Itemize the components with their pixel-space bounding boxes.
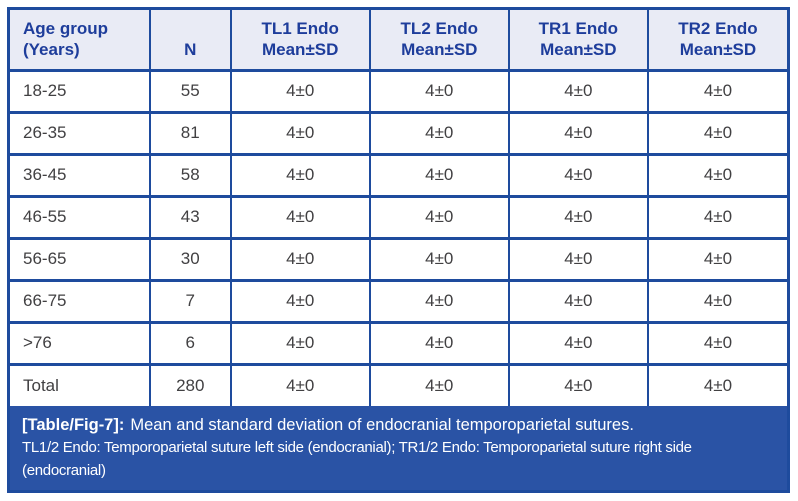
table-cell-tr1: 4±0 <box>507 68 649 114</box>
table-cell-tr1: 4±0 <box>507 194 649 240</box>
table-row-total: Total 280 4±0 4±0 4±0 4±0 <box>10 362 787 406</box>
header-line: TL2 Endo <box>400 19 478 39</box>
table-cell-tr2: 4±0 <box>646 68 787 114</box>
table-cell-tr2: 4±0 <box>646 362 787 406</box>
header-line: Age group <box>23 19 108 39</box>
table-cell-tl2: 4±0 <box>368 152 510 198</box>
column-header-tl2-endo: TL2 Endo Mean±SD <box>368 10 510 72</box>
table-row: 18-25 55 4±0 4±0 4±0 4±0 <box>10 68 787 114</box>
table-cell-tl1: 4±0 <box>229 236 371 282</box>
header-line: Mean±SD <box>261 40 339 60</box>
column-header-tr2-endo: TR2 Endo Mean±SD <box>646 10 787 72</box>
header-line: Mean±SD <box>540 40 617 60</box>
table-cell-tl2: 4±0 <box>368 362 510 406</box>
table-cell-n: 6 <box>148 320 232 366</box>
table-cell-tl1: 4±0 <box>229 194 371 240</box>
column-header-tl1-endo: TL1 Endo Mean±SD <box>229 10 371 72</box>
table-cell-tl2: 4±0 <box>368 110 510 156</box>
table-cell-tl1: 4±0 <box>229 362 371 406</box>
header-line: Mean±SD <box>401 40 478 60</box>
table-caption: [Table/Fig-7]: Mean and standard deviatio… <box>10 406 787 488</box>
table-cell-tr1: 4±0 <box>507 320 649 366</box>
caption-title: Mean and standard deviation of endocrani… <box>130 416 634 434</box>
table-cell-tl2: 4±0 <box>368 194 510 240</box>
table-row: 56-65 30 4±0 4±0 4±0 4±0 <box>10 236 787 282</box>
table-cell-tl1: 4±0 <box>229 152 371 198</box>
table-cell-tr2: 4±0 <box>646 110 787 156</box>
table-cell-n: 280 <box>148 362 232 406</box>
table-cell-tl2: 4±0 <box>368 278 510 324</box>
table-cell-age-group: 56-65 <box>10 236 151 282</box>
header-line: N <box>184 40 197 60</box>
table-cell-tr1: 4±0 <box>507 362 649 406</box>
table-cell-tl2: 4±0 <box>368 320 510 366</box>
table-cell-n: 81 <box>148 110 232 156</box>
table-cell-tl1: 4±0 <box>229 320 371 366</box>
table-cell-age-group: >76 <box>10 320 151 366</box>
table-cell-tr1: 4±0 <box>507 152 649 198</box>
table-cell-age-group: Total <box>10 362 151 406</box>
column-header-age-group: Age group (Years) <box>10 10 151 72</box>
header-line: (Years) <box>23 40 80 60</box>
table-row: 36-45 58 4±0 4±0 4±0 4±0 <box>10 152 787 198</box>
table-row: >76 6 4±0 4±0 4±0 4±0 <box>10 320 787 366</box>
header-line: TR2 Endo <box>678 19 758 39</box>
table-cell-tl1: 4±0 <box>229 68 371 114</box>
table-cell-age-group: 46-55 <box>10 194 151 240</box>
table-cell-tr1: 4±0 <box>507 110 649 156</box>
header-line: TL1 Endo <box>261 19 339 39</box>
table-cell-tl1: 4±0 <box>229 110 371 156</box>
table-cell-tl2: 4±0 <box>368 68 510 114</box>
table-row: 26-35 81 4±0 4±0 4±0 4±0 <box>10 110 787 156</box>
table-cell-age-group: 36-45 <box>10 152 151 198</box>
table-cell-tr2: 4±0 <box>646 152 787 198</box>
header-line <box>155 18 226 39</box>
header-line: Mean±SD <box>679 40 757 60</box>
table-row: 46-55 43 4±0 4±0 4±0 4±0 <box>10 194 787 240</box>
table-cell-n: 55 <box>148 68 232 114</box>
table-cell-tr2: 4±0 <box>646 236 787 282</box>
header-line: TR1 Endo <box>538 19 619 39</box>
table-cell-age-group: 26-35 <box>10 110 151 156</box>
table-cell-tr1: 4±0 <box>507 278 649 324</box>
table-cell-tl1: 4±0 <box>229 278 371 324</box>
column-header-tr1-endo: TR1 Endo Mean±SD <box>507 10 649 72</box>
table-cell-n: 7 <box>148 278 232 324</box>
table-cell-age-group: 66-75 <box>10 278 151 324</box>
caption-label: [Table/Fig-7]: <box>22 416 125 434</box>
table-row: 66-75 7 4±0 4±0 4±0 4±0 <box>10 278 787 324</box>
table-cell-n: 30 <box>148 236 232 282</box>
table-cell-n: 58 <box>148 152 232 198</box>
caption-title-line: [Table/Fig-7]: Mean and standard deviatio… <box>22 413 775 437</box>
table-cell-tl2: 4±0 <box>368 236 510 282</box>
column-header-n: N <box>148 10 232 72</box>
table-cell-tr2: 4±0 <box>646 194 787 240</box>
data-table: Age group (Years) N TL1 Endo Mean±SD TL2… <box>10 10 787 406</box>
table-cell-tr2: 4±0 <box>646 278 787 324</box>
table-cell-tr1: 4±0 <box>507 236 649 282</box>
table-cell-tr2: 4±0 <box>646 320 787 366</box>
table-cell-age-group: 18-25 <box>10 68 151 114</box>
table-header-row: Age group (Years) N TL1 Endo Mean±SD TL2… <box>10 10 787 72</box>
caption-footnote: TL1/2 Endo: Temporoparietal suture left … <box>22 439 692 479</box>
table-figure: Age group (Years) N TL1 Endo Mean±SD TL2… <box>7 7 790 493</box>
table-cell-n: 43 <box>148 194 232 240</box>
